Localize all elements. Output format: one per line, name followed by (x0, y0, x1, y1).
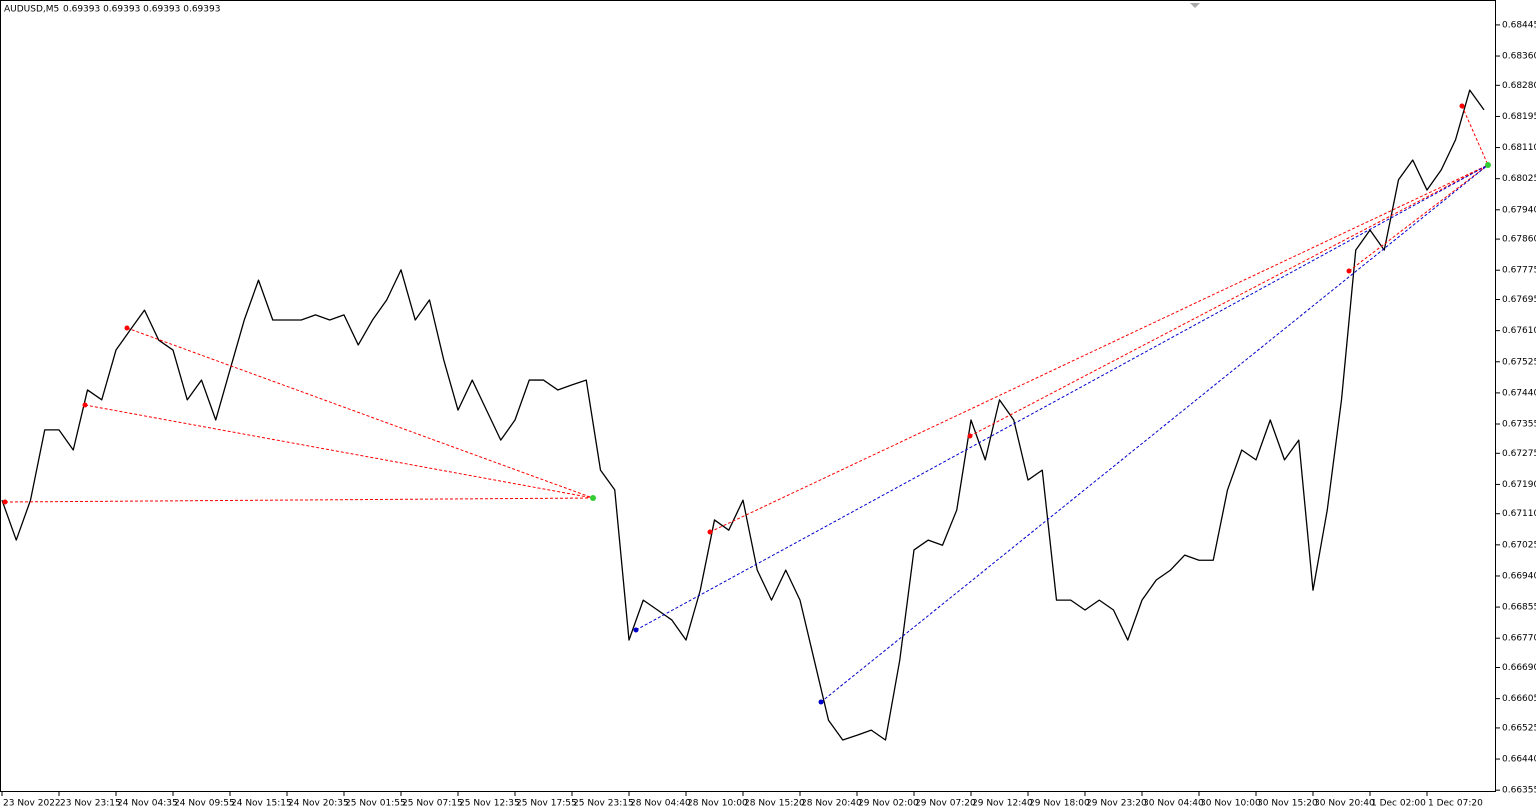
y-tick-label: 0.66690 (1502, 663, 1536, 673)
y-tick-label: 0.68195 (1502, 112, 1536, 122)
quote: 0.69393 0.69393 0.69393 0.69393 (63, 5, 220, 15)
entry-marker (818, 699, 824, 705)
shift-marker (1190, 3, 1200, 8)
x-tick-label: 1 Dec 02:00 (1371, 799, 1426, 809)
x-tick-label: 28 Nov 04:40 (630, 799, 691, 809)
y-tick-label: 0.66355 (1502, 786, 1536, 796)
plot-frame (0, 0, 1496, 792)
price-line (1, 89, 1485, 741)
y-tick-label: 0.67525 (1502, 357, 1536, 367)
entry-marker (82, 402, 88, 408)
x-tick-label: 30 Nov 15:20 (1257, 799, 1318, 809)
x-tick-label: 24 Nov 04:35 (117, 799, 178, 809)
y-tick-label: 0.67860 (1502, 235, 1536, 245)
x-tick-label: 1 Dec 07:20 (1428, 799, 1483, 809)
x-tick-label: 24 Nov 15:15 (231, 799, 292, 809)
trade-line (1461, 105, 1489, 166)
y-tick-label: 0.68445 (1502, 20, 1536, 30)
x-tick-label: 29 Nov 23:20 (1086, 799, 1147, 809)
entry-marker (707, 529, 713, 535)
y-tick-label: 0.66525 (1502, 723, 1536, 733)
x-tick-label: 24 Nov 09:55 (174, 799, 235, 809)
x-tick-label: 30 Nov 10:00 (1200, 799, 1261, 809)
exit-marker (1485, 162, 1491, 168)
y-tick-label: 0.67440 (1502, 388, 1536, 398)
entry-marker (124, 325, 130, 331)
trade-line (820, 164, 1489, 703)
y-tick-label: 0.66855 (1502, 603, 1536, 613)
x-tick-label: 28 Nov 15:20 (744, 799, 805, 809)
x-tick-label: 29 Nov 12:40 (972, 799, 1033, 809)
x-tick-label: 25 Nov 23:15 (573, 799, 634, 809)
x-tick-label: 29 Nov 18:00 (1029, 799, 1090, 809)
y-tick-label: 0.66440 (1502, 755, 1536, 765)
x-tick-label: 23 Nov 2022 (3, 799, 61, 809)
trade-line (709, 164, 1489, 533)
exit-marker (590, 495, 596, 501)
trade-line (4, 497, 594, 503)
trade-lines (2, 103, 1491, 705)
x-tick-label: 25 Nov 01:55 (345, 799, 406, 809)
trade-line (1348, 164, 1489, 272)
trade-line (84, 404, 594, 499)
x-tick-label: 30 Nov 04:40 (1143, 799, 1204, 809)
y-tick-label: 0.67695 (1502, 295, 1536, 305)
y-tick-label: 0.67775 (1502, 266, 1536, 276)
y-tick-label: 0.67190 (1502, 480, 1536, 490)
y-tick-label: 0.67940 (1502, 205, 1536, 215)
x-tick-label: 29 Nov 02:00 (858, 799, 919, 809)
x-tick-label: 25 Nov 07:15 (402, 799, 463, 809)
x-tick-label: 29 Nov 07:20 (915, 799, 976, 809)
symbol: AUDUSD,M5 (4, 5, 59, 15)
entry-marker (1346, 268, 1352, 274)
trade-line (126, 327, 594, 499)
y-tick-label: 0.68280 (1502, 81, 1536, 91)
y-tick-label: 0.67275 (1502, 449, 1536, 459)
x-tick-label: 28 Nov 10:00 (687, 799, 748, 809)
x-tick-label: 30 Nov 20:40 (1314, 799, 1375, 809)
y-tick-label: 0.68360 (1502, 52, 1536, 62)
x-tick-label: 25 Nov 12:35 (459, 799, 520, 809)
trade-line (635, 164, 1489, 631)
entry-marker (633, 627, 639, 633)
y-tick-label: 0.68110 (1502, 143, 1536, 153)
entry-marker (2, 499, 8, 505)
x-tick-label: 25 Nov 17:55 (516, 799, 577, 809)
entry-marker (1459, 103, 1465, 109)
x-tick-label: 23 Nov 23:15 (60, 799, 121, 809)
y-tick-label: 0.66605 (1502, 694, 1536, 704)
y-tick-label: 0.67110 (1502, 509, 1536, 519)
y-tick-label: 0.66770 (1502, 634, 1536, 644)
y-tick-label: 0.67025 (1502, 540, 1536, 550)
x-tick-label: 24 Nov 20:35 (288, 799, 349, 809)
y-tick-label: 0.68025 (1502, 174, 1536, 184)
x-tick-label: 28 Nov 20:40 (801, 799, 862, 809)
y-tick-label: 0.67355 (1502, 420, 1536, 430)
trade-line (969, 164, 1489, 437)
entry-marker (967, 433, 973, 439)
y-tick-label: 0.67610 (1502, 326, 1536, 336)
y-tick-label: 0.66940 (1502, 571, 1536, 581)
